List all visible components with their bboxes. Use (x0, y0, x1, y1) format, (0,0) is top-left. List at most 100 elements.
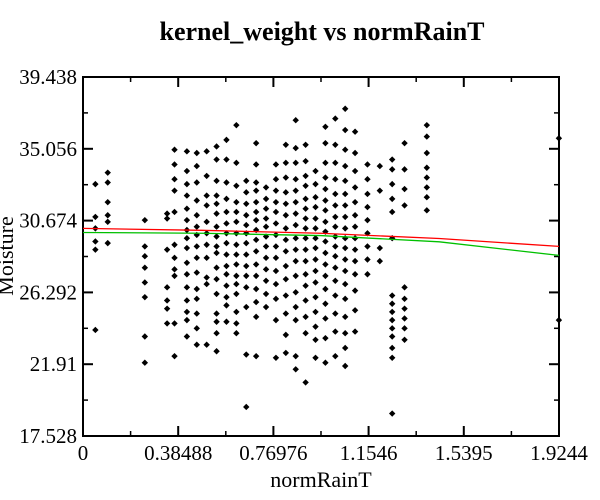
data-point (243, 272, 250, 280)
data-point (302, 313, 309, 321)
data-point (252, 179, 260, 186)
data-point (233, 330, 240, 337)
data-point (183, 192, 191, 199)
data-point (233, 218, 240, 226)
data-point (252, 161, 260, 168)
data-point (332, 213, 339, 221)
data-point (171, 254, 178, 262)
data-point (312, 234, 319, 242)
data-point (332, 243, 339, 250)
data-point (183, 297, 191, 304)
data-point (171, 320, 178, 327)
data-point (243, 262, 250, 270)
data-point (312, 167, 319, 175)
data-points (92, 105, 563, 417)
data-point (141, 253, 149, 260)
data-point (312, 215, 319, 222)
data-point (223, 220, 230, 227)
x-tick-label: 1.5395 (435, 441, 493, 465)
data-point (243, 212, 250, 219)
data-point (351, 198, 359, 206)
data-point (233, 198, 240, 206)
data-point (302, 297, 309, 304)
data-point (302, 172, 309, 180)
data-point (104, 239, 111, 247)
data-point (141, 333, 149, 340)
data-point (302, 182, 309, 189)
data-point (341, 267, 349, 275)
data-point (341, 213, 349, 221)
data-point (322, 123, 329, 130)
data-point (213, 330, 220, 337)
data-point (203, 192, 210, 199)
data-point (282, 189, 290, 196)
data-point (423, 184, 431, 191)
data-point (341, 126, 349, 134)
data-point (223, 208, 230, 216)
data-point (322, 334, 329, 342)
data-point (555, 316, 563, 324)
data-point (141, 243, 149, 250)
data-point (423, 207, 431, 214)
data-point (243, 200, 250, 207)
data-point (302, 282, 309, 289)
data-point (292, 144, 299, 152)
data-point (104, 212, 111, 219)
data-point (233, 308, 240, 316)
data-point (341, 202, 349, 209)
data-point (203, 341, 210, 348)
data-point (243, 251, 250, 258)
data-point (388, 410, 396, 417)
data-point (322, 218, 329, 226)
data-point (104, 218, 111, 226)
data-point (243, 177, 250, 185)
data-point (171, 272, 178, 280)
data-point (171, 208, 178, 216)
data-point (341, 280, 349, 288)
data-point (282, 212, 290, 219)
data-point (376, 162, 384, 170)
data-point (332, 352, 339, 360)
data-point (351, 167, 359, 175)
data-point (272, 243, 280, 250)
x-axis: 0 0.38488 0.76976 1.1546 1.5395 1.9244 (78, 77, 588, 465)
data-point (213, 275, 220, 283)
data-point (252, 236, 260, 244)
data-point (364, 190, 371, 198)
data-point (351, 212, 359, 219)
data-point (351, 246, 359, 253)
data-point (193, 341, 200, 348)
data-point (282, 275, 290, 283)
data-point (302, 157, 309, 165)
data-point (423, 149, 431, 157)
data-point (388, 166, 396, 173)
data-point (92, 246, 99, 253)
plot-frame (82, 76, 560, 437)
data-point (388, 195, 396, 203)
data-point (351, 257, 359, 265)
data-point (183, 205, 191, 212)
x-tick-label: 0.38488 (144, 441, 212, 465)
data-point (272, 316, 280, 324)
data-point (401, 139, 408, 147)
data-point (223, 195, 230, 203)
data-point (341, 146, 349, 153)
data-point (193, 310, 200, 317)
data-point (322, 159, 329, 167)
data-point (223, 156, 230, 163)
data-point (223, 271, 230, 278)
fit-lines (82, 227, 560, 257)
data-point (163, 320, 171, 327)
chart-title: kernel_weight vs normRainT (160, 17, 485, 46)
data-point (376, 187, 384, 194)
data-point (282, 225, 290, 232)
data-point (272, 220, 280, 227)
data-point (401, 325, 408, 332)
data-point (213, 290, 220, 298)
data-point (252, 261, 260, 268)
data-point (203, 241, 210, 248)
data-point (171, 161, 178, 168)
data-point (272, 198, 280, 206)
data-point (262, 290, 270, 298)
data-point (332, 115, 339, 122)
